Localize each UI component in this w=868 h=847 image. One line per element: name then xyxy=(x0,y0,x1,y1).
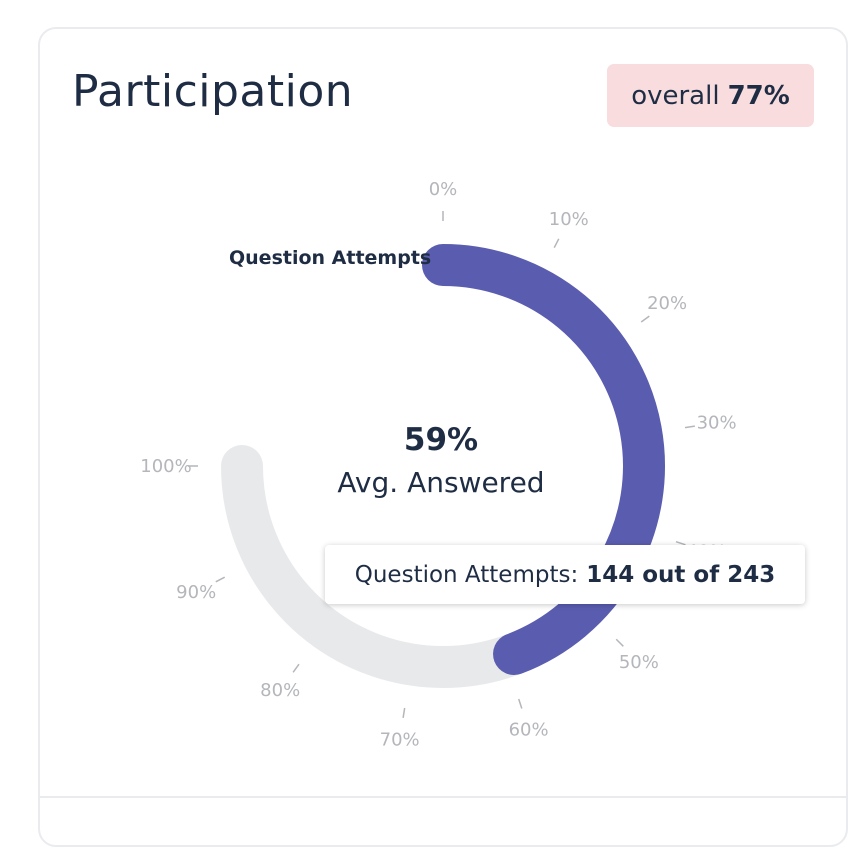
tick-mark-40 xyxy=(675,540,686,546)
overall-value: 77% xyxy=(727,80,790,111)
tick-label-50: 50% xyxy=(619,652,659,673)
tick-mark-80 xyxy=(292,663,300,673)
tooltip-label: Question Attempts: xyxy=(354,561,579,588)
tick-mark-30 xyxy=(684,425,695,429)
series-label-question-attempts: Question Attempts xyxy=(229,247,432,269)
tick-mark-60 xyxy=(517,698,523,709)
tick-mark-90 xyxy=(215,576,226,583)
tooltip-value: 144 out of 243 xyxy=(586,561,776,588)
tick-label-20: 20% xyxy=(647,293,687,314)
card-divider xyxy=(38,796,848,798)
tick-mark-50 xyxy=(615,638,624,647)
overall-badge: overall 77% xyxy=(607,64,814,127)
tick-mark-10 xyxy=(553,238,560,249)
tick-label-70: 70% xyxy=(380,730,420,751)
tick-label-10: 10% xyxy=(549,209,589,230)
tick-label-90: 90% xyxy=(176,582,216,603)
question-attempts-arc[interactable] xyxy=(422,244,665,676)
participation-radial-chart: 0%10%20%30%40%50%60%70%80%90%100% xyxy=(140,179,737,751)
chart-tooltip: Question Attempts: 144 out of 243 xyxy=(325,545,805,604)
card-title: Participation xyxy=(72,66,354,117)
tick-mark-70 xyxy=(402,707,406,718)
tick-mark-20 xyxy=(640,315,650,323)
tick-label-100: 100% xyxy=(140,456,191,477)
tick-label-30: 30% xyxy=(697,413,737,434)
center-value: 59% xyxy=(403,422,479,458)
center-label: Avg. Answered xyxy=(337,466,545,499)
tick-label-60: 60% xyxy=(509,719,549,740)
tick-label-0: 0% xyxy=(429,179,458,200)
participation-card xyxy=(38,27,848,847)
overall-label: overall xyxy=(631,80,720,111)
tick-label-80: 80% xyxy=(260,680,300,701)
